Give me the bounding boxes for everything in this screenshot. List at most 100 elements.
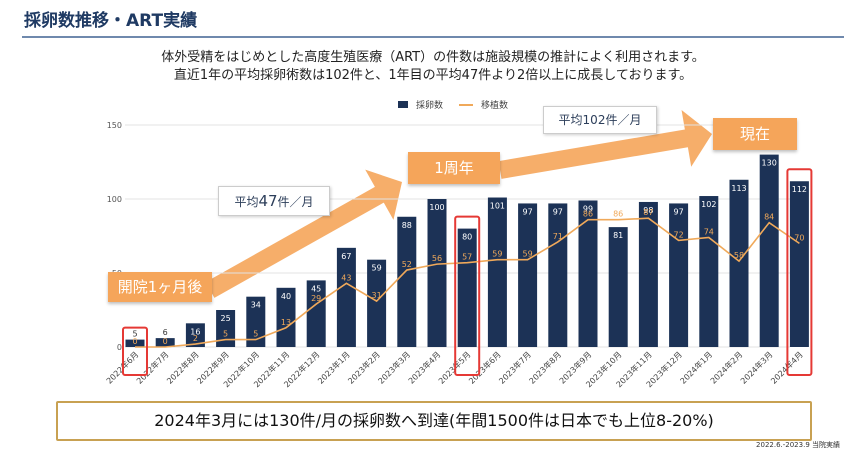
summary-banner: 2024年3月には130件/月の採卵数へ到達(年間1500件は日本でも上位8-2…: [56, 401, 812, 441]
line-value-label: 31: [372, 291, 382, 300]
bar: [759, 154, 779, 347]
bar-value-label: 59: [372, 264, 382, 273]
bar: [548, 203, 568, 347]
bar: [155, 338, 175, 347]
bar: [276, 287, 296, 347]
source-note: 2022.6.-2023.9 当院実績: [756, 441, 840, 449]
legend-line-label: 移植数: [481, 101, 509, 111]
bar-value-label: 45: [311, 284, 321, 293]
bar-value-label: 80: [462, 233, 472, 242]
line-value-label: 29: [311, 294, 321, 303]
bar-value-label: 6: [163, 328, 168, 337]
bar-value-label: 100: [429, 203, 444, 212]
bar-value-label: 101: [490, 202, 505, 211]
legend-bar-swatch: [398, 101, 408, 108]
callout-open: 開院1ヶ月後: [108, 272, 212, 302]
avg-47-num: 47: [258, 192, 278, 210]
bar: [367, 259, 387, 347]
callout-now: 現在: [713, 118, 797, 150]
line-value-label: 43: [341, 273, 351, 282]
line-value-label: 74: [704, 227, 714, 236]
line-value-label: 57: [462, 253, 472, 262]
bar: [487, 197, 507, 347]
bar: [578, 200, 598, 347]
bar: [185, 323, 205, 347]
line-value-label: 87: [643, 208, 653, 217]
bar-value-label: 67: [341, 252, 351, 261]
line-value-label: 2: [193, 334, 198, 343]
bar: [789, 181, 809, 347]
bar: [699, 196, 719, 347]
bar-value-label: 81: [613, 231, 623, 240]
avg-47-post: 件／月: [277, 195, 314, 209]
bar: [216, 310, 236, 347]
bar: [397, 216, 417, 347]
bar-value-label: 97: [523, 207, 533, 216]
line-value-label: 0: [132, 337, 137, 346]
subtitle-line-1: 体外受精をはじめとした高度生殖医療（ART）の件数は施設規模の推計によく利用され…: [161, 50, 705, 65]
line-value-label: 5: [253, 330, 258, 339]
bar: [427, 199, 447, 347]
bar-value-label: 130: [762, 159, 777, 168]
bar: [336, 247, 356, 347]
bar: [729, 179, 749, 347]
y-tick-100: 100: [107, 195, 122, 204]
line-value-label: 13: [281, 318, 291, 327]
line-value-label: 56: [432, 254, 442, 263]
line-value-label: 72: [674, 230, 684, 239]
growth-arrow-2: [498, 109, 712, 179]
bar: [306, 280, 326, 347]
line-value-label: 86: [613, 210, 623, 219]
line-value-label: 5: [223, 330, 228, 339]
line-value-label: 86: [583, 210, 593, 219]
highlight-box: [122, 326, 148, 377]
bar: [638, 201, 658, 347]
highlight-box: [454, 215, 481, 376]
line-value-label: 71: [553, 232, 563, 241]
bar: [125, 339, 145, 347]
bar-value-label: 98: [643, 206, 653, 215]
subtitle-line-2: 直近1年の平均採卵術数は102件と、1年目の平均47件より2倍以上に成長しており…: [173, 68, 693, 83]
growth-arrow-1: [205, 169, 402, 298]
line-value-label: 59: [492, 250, 502, 259]
bar-value-label: 113: [731, 184, 746, 193]
bar-value-label: 5: [132, 330, 137, 339]
bar: [608, 227, 628, 347]
line-value-label: 0: [163, 337, 168, 346]
avg-102-box: 平均102件／月: [543, 106, 657, 134]
bar-value-label: 102: [701, 200, 716, 209]
line-value-label: 58: [734, 251, 744, 260]
avg-102-num: 102: [582, 113, 606, 127]
highlight-box: [786, 168, 813, 376]
bar-value-label: 88: [402, 221, 412, 230]
line-value-label: 84: [764, 213, 774, 222]
bar-value-label: 97: [674, 207, 684, 216]
bar-value-label: 97: [553, 207, 563, 216]
bar-value-label: 34: [251, 301, 261, 310]
legend: 採卵数 移植数: [398, 98, 508, 111]
line-value-label: 52: [402, 260, 412, 269]
avg-102-post: 件／月: [605, 113, 642, 127]
y-tick-0: 0: [117, 343, 122, 352]
bar: [669, 203, 689, 347]
bar-value-label: 16: [190, 327, 200, 336]
bar: [246, 296, 266, 347]
avg-47-pre: 平均: [234, 195, 259, 209]
line-value-label: 59: [523, 250, 533, 259]
avg-47-box: 平均47件／月: [218, 186, 330, 216]
avg-102-pre: 平均: [558, 113, 583, 127]
title-rule: [22, 36, 844, 38]
bar-value-label: 112: [792, 185, 807, 194]
legend-line-swatch: [459, 103, 474, 106]
bar-value-label: 25: [221, 314, 231, 323]
line-value-label: 70: [794, 233, 804, 242]
page-title: 採卵数推移・ART実績: [24, 11, 198, 31]
bar-value-label: 40: [281, 292, 291, 301]
bar: [518, 203, 538, 347]
bar: [457, 228, 477, 347]
callout-1-year: 1周年: [408, 152, 500, 184]
transplant-line: [135, 217, 800, 348]
y-tick-150: 150: [107, 121, 122, 130]
legend-bar-label: 採卵数: [416, 101, 444, 111]
